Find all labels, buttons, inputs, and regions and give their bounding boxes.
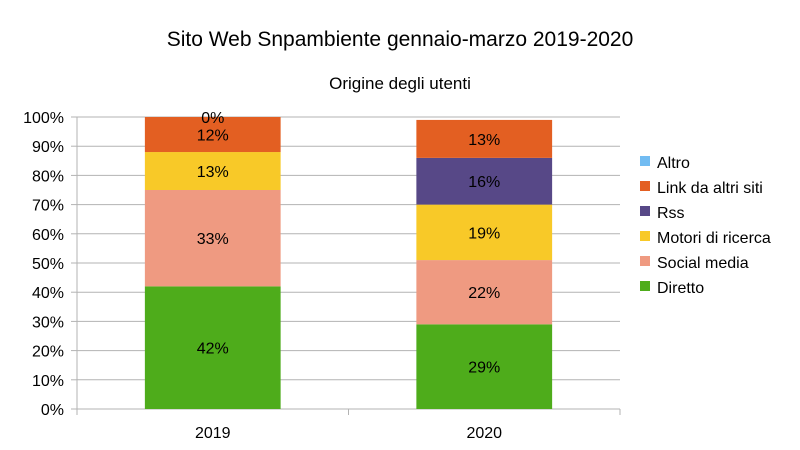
y-tick-label: 100% xyxy=(23,110,64,127)
legend-label: Social media xyxy=(657,255,749,272)
legend-label: Motori di ricerca xyxy=(657,230,771,247)
legend-label: Link da altri siti xyxy=(657,180,763,197)
x-axis-ticks: 2019 2020 xyxy=(195,425,502,442)
data-label: 13% xyxy=(468,132,500,149)
x-tick-label: 2019 xyxy=(195,425,231,442)
legend-swatch xyxy=(640,181,650,191)
bar-segment xyxy=(144,117,281,153)
legend-label: Rss xyxy=(657,205,685,222)
y-tick-label: 20% xyxy=(32,344,64,361)
legend: Altro Link da altri siti Rss Motori di rice… xyxy=(640,155,771,297)
bar-segment xyxy=(416,204,553,261)
y-tick-label: 70% xyxy=(32,198,64,215)
bar-segment xyxy=(416,260,553,325)
bar-segment xyxy=(416,119,553,158)
data-label: 29% xyxy=(468,360,500,377)
bar-segment xyxy=(144,286,281,409)
y-axis-ticks: 0% 10% 20% 30% 40% 50% 60% 70% 80% 90% 100% xyxy=(23,110,64,419)
bars: 42% 33% 13% 12%0% 29% 22% 19% 16% 13% xyxy=(144,110,553,409)
y-tick-label: 90% xyxy=(32,139,64,156)
data-label: 19% xyxy=(468,225,500,242)
y-tick-label: 10% xyxy=(32,373,64,390)
y-tick-label: 50% xyxy=(32,256,64,273)
bar-segment xyxy=(416,157,553,205)
data-label: 16% xyxy=(468,174,500,191)
y-tick-label: 0% xyxy=(41,402,64,419)
chart-title: Sito Web Snpambiente gennaio-marzo 2019-… xyxy=(167,28,634,51)
bar-segment xyxy=(144,152,281,190)
legend-swatch xyxy=(640,256,650,266)
bar-segment xyxy=(416,324,553,409)
chart-subtitle: Origine degli utenti xyxy=(329,74,471,93)
legend-swatch xyxy=(640,281,650,291)
x-tick-label: 2020 xyxy=(466,425,502,442)
y-tick-label: 60% xyxy=(32,227,64,244)
data-label: 22% xyxy=(468,285,500,302)
y-tick-label: 30% xyxy=(32,314,64,331)
y-tick-label: 80% xyxy=(32,168,64,185)
data-label: 12% xyxy=(197,128,229,145)
legend-swatch xyxy=(640,206,650,216)
bar-segment xyxy=(144,190,281,287)
data-label: 42% xyxy=(197,341,229,358)
data-label: 0% xyxy=(201,110,224,127)
y-tick-label: 40% xyxy=(32,285,64,302)
legend-label: Altro xyxy=(657,155,690,172)
data-label: 33% xyxy=(197,231,229,248)
legend-swatch xyxy=(640,156,650,166)
legend-swatch xyxy=(640,231,650,241)
data-label: 13% xyxy=(197,164,229,181)
legend-label: Diretto xyxy=(657,280,704,297)
